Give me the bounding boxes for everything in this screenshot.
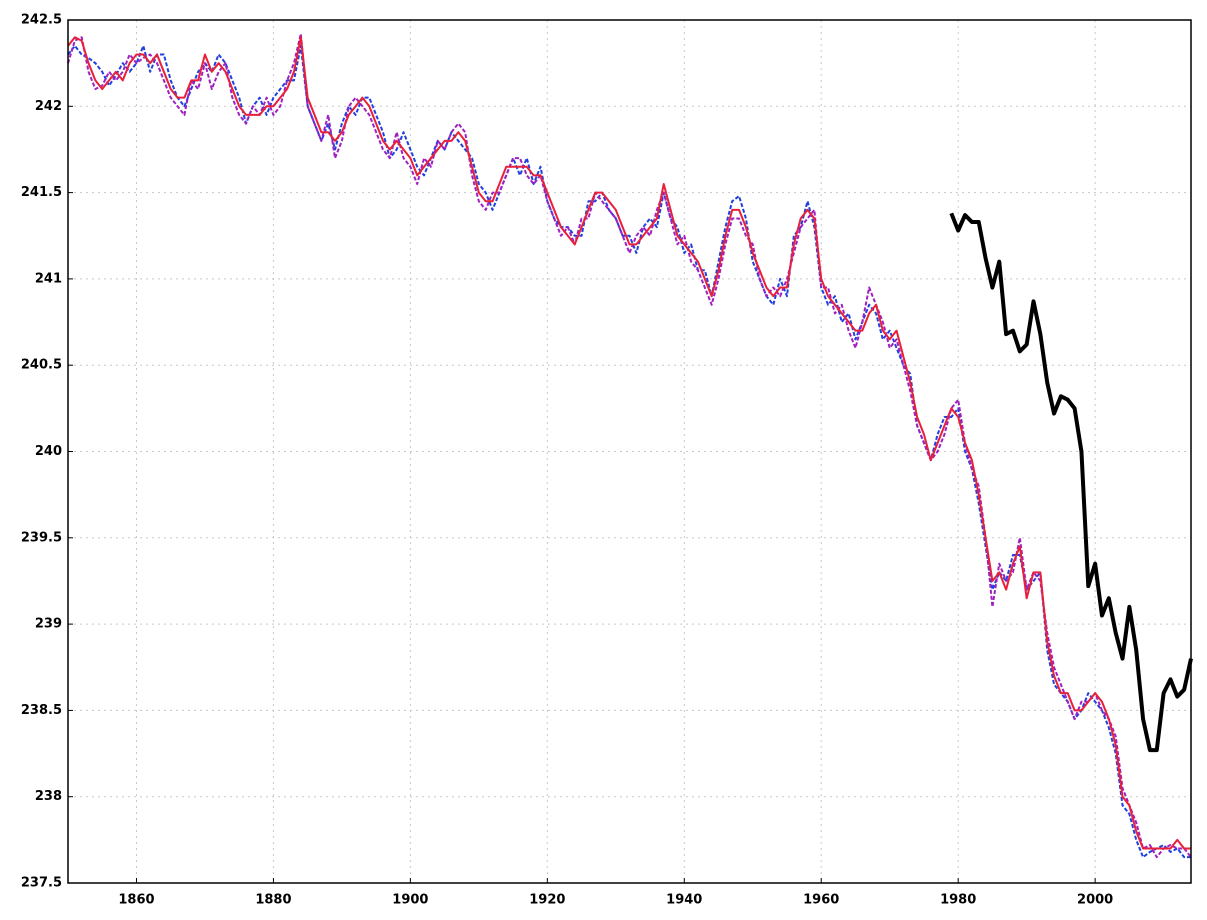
x-tick-label: 1880 [255,893,291,908]
series-line [67,32,1192,859]
x-tick-label: 1920 [529,893,565,908]
y-tick-label: 237.5 [21,876,62,891]
x-tick-label: 1980 [940,893,976,908]
lines [67,32,1193,859]
y-tick-label: 238.5 [21,703,62,718]
series-line [67,36,1191,850]
y-tick-label: 242.5 [21,13,62,28]
x-tick-label: 1960 [803,893,839,908]
x-tick-label: 1860 [118,893,154,908]
y-tick-label: 242 [35,99,62,114]
tick-labels: 237.5 238 238.5 239 239.5 240 240.5 241 241.5 242… [21,13,1113,908]
x-tick-label: 2000 [1077,893,1113,908]
y-tick-label: 241 [35,271,62,286]
y-tick-label: 240 [35,444,62,459]
y-tick-label: 241.5 [21,185,62,200]
y-tick-label: 239 [35,617,62,632]
y-tick-label: 238 [35,789,62,804]
series-line [949,212,1193,753]
x-tick-label: 1940 [666,893,702,908]
series-line [67,44,1191,859]
x-tick-label: 1900 [392,893,428,908]
y-tick-label: 239.5 [21,530,62,545]
y-tick-label: 240.5 [21,358,62,373]
